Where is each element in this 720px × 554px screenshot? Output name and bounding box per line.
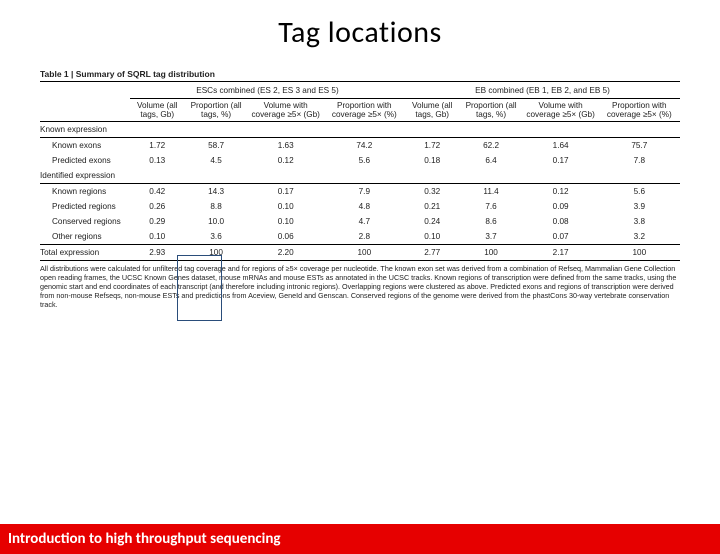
row-label: Predicted exons — [40, 153, 130, 168]
cell: 0.24 — [405, 214, 459, 229]
cell: 14.3 — [184, 184, 247, 200]
cell: 0.21 — [405, 199, 459, 214]
cell: 2.20 — [248, 245, 324, 261]
cell: 0.42 — [130, 184, 184, 200]
section-label: Known expression — [40, 122, 680, 138]
cell: 8.8 — [184, 199, 247, 214]
cell: 75.7 — [599, 138, 680, 154]
footer-text: Introduction to high throughput sequenci… — [8, 530, 281, 548]
group-header-eb: EB combined (EB 1, EB 2, and EB 5) — [405, 82, 680, 99]
cell: 4.7 — [324, 214, 405, 229]
cell: 0.10 — [248, 214, 324, 229]
cell: 1.64 — [523, 138, 599, 154]
table-row: Predicted exons0.134.50.125.60.186.40.17… — [40, 153, 680, 168]
cell: 1.72 — [130, 138, 184, 154]
cell: 100 — [324, 245, 405, 261]
cell: 2.93 — [130, 245, 184, 261]
section-label: Identified expression — [40, 168, 680, 184]
col-h-0: Volume (all tags, Gb) — [130, 99, 184, 122]
total-label: Total expression — [40, 245, 130, 261]
cell: 5.6 — [324, 153, 405, 168]
cell: 7.8 — [599, 153, 680, 168]
cell: 3.9 — [599, 199, 680, 214]
cell: 4.5 — [184, 153, 247, 168]
row-label: Known exons — [40, 138, 130, 154]
table-caption: Table 1 | Summary of SQRL tag distributi… — [40, 69, 680, 82]
cell: 10.0 — [184, 214, 247, 229]
cell: 7.6 — [459, 199, 522, 214]
cell: 0.06 — [248, 229, 324, 245]
col-h-4: Volume (all tags, Gb) — [405, 99, 459, 122]
col-h-1: Proportion (all tags, %) — [184, 99, 247, 122]
cell: 0.10 — [405, 229, 459, 245]
group-header-esc: ESCs combined (ES 2, ES 3 and ES 5) — [130, 82, 405, 99]
cell: 2.77 — [405, 245, 459, 261]
cell: 0.26 — [130, 199, 184, 214]
data-table: ESCs combined (ES 2, ES 3 and ES 5) EB c… — [40, 82, 680, 261]
cell: 8.6 — [459, 214, 522, 229]
cell: 100 — [599, 245, 680, 261]
cell: 100 — [184, 245, 247, 261]
cell: 1.72 — [405, 138, 459, 154]
cell: 100 — [459, 245, 522, 261]
cell: 0.09 — [523, 199, 599, 214]
table-footnote: All distributions were calculated for un… — [40, 264, 680, 309]
total-row: Total expression2.931002.201002.771002.1… — [40, 245, 680, 261]
table-row: Predicted regions0.268.80.104.80.217.60.… — [40, 199, 680, 214]
footer-bar: Introduction to high throughput sequenci… — [0, 524, 720, 554]
cell: 3.8 — [599, 214, 680, 229]
cell: 0.13 — [130, 153, 184, 168]
cell: 6.4 — [459, 153, 522, 168]
cell: 0.18 — [405, 153, 459, 168]
cell: 3.6 — [184, 229, 247, 245]
row-label: Known regions — [40, 184, 130, 200]
cell: 11.4 — [459, 184, 522, 200]
cell: 0.10 — [248, 199, 324, 214]
cell: 0.12 — [523, 184, 599, 200]
table-row: Known regions0.4214.30.177.90.3211.40.12… — [40, 184, 680, 200]
col-h-5: Proportion (all tags, %) — [459, 99, 522, 122]
row-label: Conserved regions — [40, 214, 130, 229]
cell: 2.8 — [324, 229, 405, 245]
col-h-3: Proportion with coverage ≥5× (%) — [324, 99, 405, 122]
col-h-6: Volume with coverage ≥5× (Gb) — [523, 99, 599, 122]
table-row: Other regions0.103.60.062.80.103.70.073.… — [40, 229, 680, 245]
cell: 2.17 — [523, 245, 599, 261]
row-label: Other regions — [40, 229, 130, 245]
table-row: Conserved regions0.2910.00.104.70.248.60… — [40, 214, 680, 229]
cell: 0.32 — [405, 184, 459, 200]
cell: 1.63 — [248, 138, 324, 154]
cell: 0.12 — [248, 153, 324, 168]
cell: 0.08 — [523, 214, 599, 229]
row-label: Predicted regions — [40, 199, 130, 214]
table-container: Table 1 | Summary of SQRL tag distributi… — [40, 69, 680, 309]
cell: 58.7 — [184, 138, 247, 154]
cell: 0.17 — [248, 184, 324, 200]
cell: 0.07 — [523, 229, 599, 245]
page-title: Tag locations — [0, 14, 720, 51]
cell: 74.2 — [324, 138, 405, 154]
table-row: Known exons1.7258.71.6374.21.7262.21.647… — [40, 138, 680, 154]
col-h-2: Volume with coverage ≥5× (Gb) — [248, 99, 324, 122]
cell: 0.10 — [130, 229, 184, 245]
cell: 0.17 — [523, 153, 599, 168]
cell: 7.9 — [324, 184, 405, 200]
cell: 3.7 — [459, 229, 522, 245]
cell: 4.8 — [324, 199, 405, 214]
cell: 0.29 — [130, 214, 184, 229]
cell: 5.6 — [599, 184, 680, 200]
cell: 62.2 — [459, 138, 522, 154]
col-h-7: Proportion with coverage ≥5× (%) — [599, 99, 680, 122]
cell: 3.2 — [599, 229, 680, 245]
